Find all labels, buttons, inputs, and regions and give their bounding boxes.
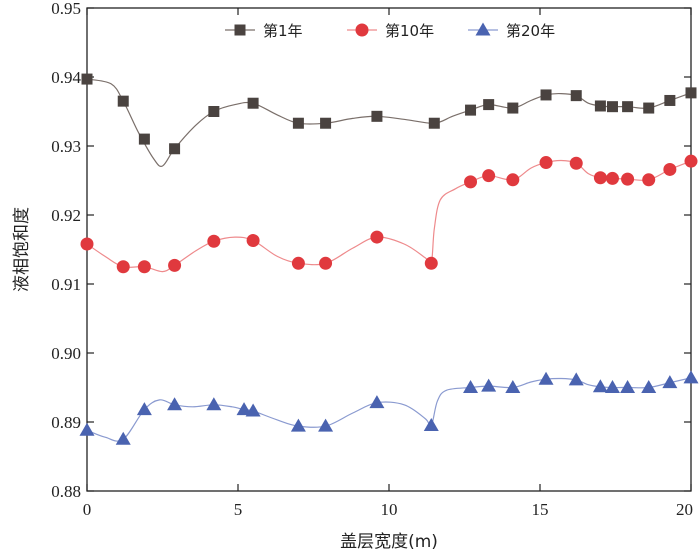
legend-label: 第20年 bbox=[506, 22, 555, 40]
legend-marker bbox=[475, 22, 491, 36]
data-point bbox=[684, 154, 698, 168]
series-1 bbox=[81, 73, 697, 167]
data-point bbox=[169, 143, 181, 155]
data-point bbox=[371, 110, 383, 122]
data-point bbox=[245, 403, 261, 417]
x-tick-label: 0 bbox=[83, 500, 92, 519]
data-point bbox=[115, 431, 131, 445]
data-point bbox=[606, 101, 618, 113]
legend-label: 第1年 bbox=[263, 22, 303, 40]
series-group bbox=[79, 73, 699, 445]
data-point bbox=[621, 172, 635, 186]
data-point bbox=[424, 256, 438, 270]
y-tick-label: 0.95 bbox=[51, 0, 81, 18]
legend-item-1: 第1年 bbox=[225, 22, 303, 40]
data-point bbox=[167, 397, 183, 411]
y-tick-label: 0.92 bbox=[51, 206, 81, 225]
data-point bbox=[236, 402, 252, 416]
data-point bbox=[505, 380, 521, 393]
data-point bbox=[423, 417, 439, 431]
x-axis-title: 盖层宽度(m) bbox=[340, 532, 438, 552]
data-point bbox=[465, 104, 477, 116]
data-point bbox=[620, 380, 636, 393]
data-point bbox=[662, 375, 678, 389]
data-point bbox=[291, 256, 305, 270]
data-point bbox=[137, 260, 151, 274]
data-point bbox=[538, 371, 554, 385]
data-point bbox=[594, 100, 606, 112]
data-point bbox=[208, 106, 220, 117]
y-tick-label: 0.90 bbox=[51, 344, 81, 363]
data-point bbox=[604, 380, 620, 393]
y-tick-label: 0.89 bbox=[51, 413, 81, 432]
data-point bbox=[592, 379, 608, 393]
data-point bbox=[643, 102, 655, 114]
legend: 第1年 第10年 第20年 bbox=[225, 22, 555, 40]
data-point bbox=[605, 171, 619, 185]
data-point bbox=[622, 101, 634, 113]
legend-marker bbox=[355, 23, 369, 37]
y-tick-label: 0.88 bbox=[51, 482, 81, 501]
data-point bbox=[540, 89, 552, 101]
data-point bbox=[463, 380, 479, 393]
data-point bbox=[207, 234, 221, 248]
series-3 bbox=[79, 370, 699, 445]
data-point bbox=[663, 162, 677, 176]
data-point bbox=[290, 418, 306, 432]
data-point bbox=[247, 97, 259, 109]
data-point bbox=[206, 397, 222, 411]
data-point bbox=[292, 117, 304, 129]
data-point bbox=[506, 173, 520, 187]
data-point bbox=[569, 156, 583, 170]
legend-item-3: 第20年 bbox=[468, 22, 555, 40]
y-tick-label: 0.93 bbox=[51, 137, 81, 156]
legend-item-2: 第10年 bbox=[347, 22, 434, 40]
data-point bbox=[482, 169, 496, 183]
data-point bbox=[138, 133, 150, 145]
x-tick-label: 15 bbox=[532, 500, 549, 519]
data-point bbox=[664, 94, 676, 106]
y-tick-label: 0.91 bbox=[51, 275, 81, 294]
data-point bbox=[641, 380, 657, 393]
data-point bbox=[685, 87, 697, 99]
x-tick-label: 5 bbox=[234, 500, 243, 519]
data-point bbox=[642, 173, 656, 187]
x-tick-label: 20 bbox=[676, 500, 693, 519]
data-point bbox=[428, 117, 440, 129]
data-point bbox=[507, 102, 519, 114]
axes: 0.88 0.89 0.90 0.91 0.92 0.93 0.94 0.95 0 5 10 15 20 bbox=[51, 0, 693, 519]
legend-label: 第10年 bbox=[385, 22, 434, 40]
data-point bbox=[318, 418, 334, 432]
data-point bbox=[539, 156, 553, 170]
y-axis-title: 液相饱和度 bbox=[12, 207, 32, 292]
data-point bbox=[464, 175, 478, 189]
data-point bbox=[593, 171, 607, 185]
data-point bbox=[369, 395, 385, 409]
data-point bbox=[683, 370, 699, 384]
data-point bbox=[246, 234, 260, 248]
data-point bbox=[117, 95, 129, 107]
data-point bbox=[320, 117, 332, 129]
data-point bbox=[81, 73, 93, 85]
series-line bbox=[86, 377, 692, 442]
data-point bbox=[116, 260, 130, 274]
plot-frame bbox=[86, 7, 692, 492]
data-point bbox=[136, 402, 152, 416]
data-point bbox=[570, 90, 582, 102]
data-point bbox=[319, 256, 333, 270]
data-point bbox=[168, 258, 182, 272]
data-point bbox=[483, 99, 495, 111]
y-tick-label: 0.94 bbox=[51, 68, 81, 87]
data-point bbox=[370, 230, 384, 244]
series-2 bbox=[80, 154, 698, 274]
data-point bbox=[568, 372, 584, 386]
legend-marker bbox=[234, 24, 246, 36]
data-point bbox=[80, 237, 94, 251]
data-point bbox=[481, 378, 497, 392]
data-point bbox=[79, 422, 95, 436]
x-tick-label: 10 bbox=[381, 500, 398, 519]
